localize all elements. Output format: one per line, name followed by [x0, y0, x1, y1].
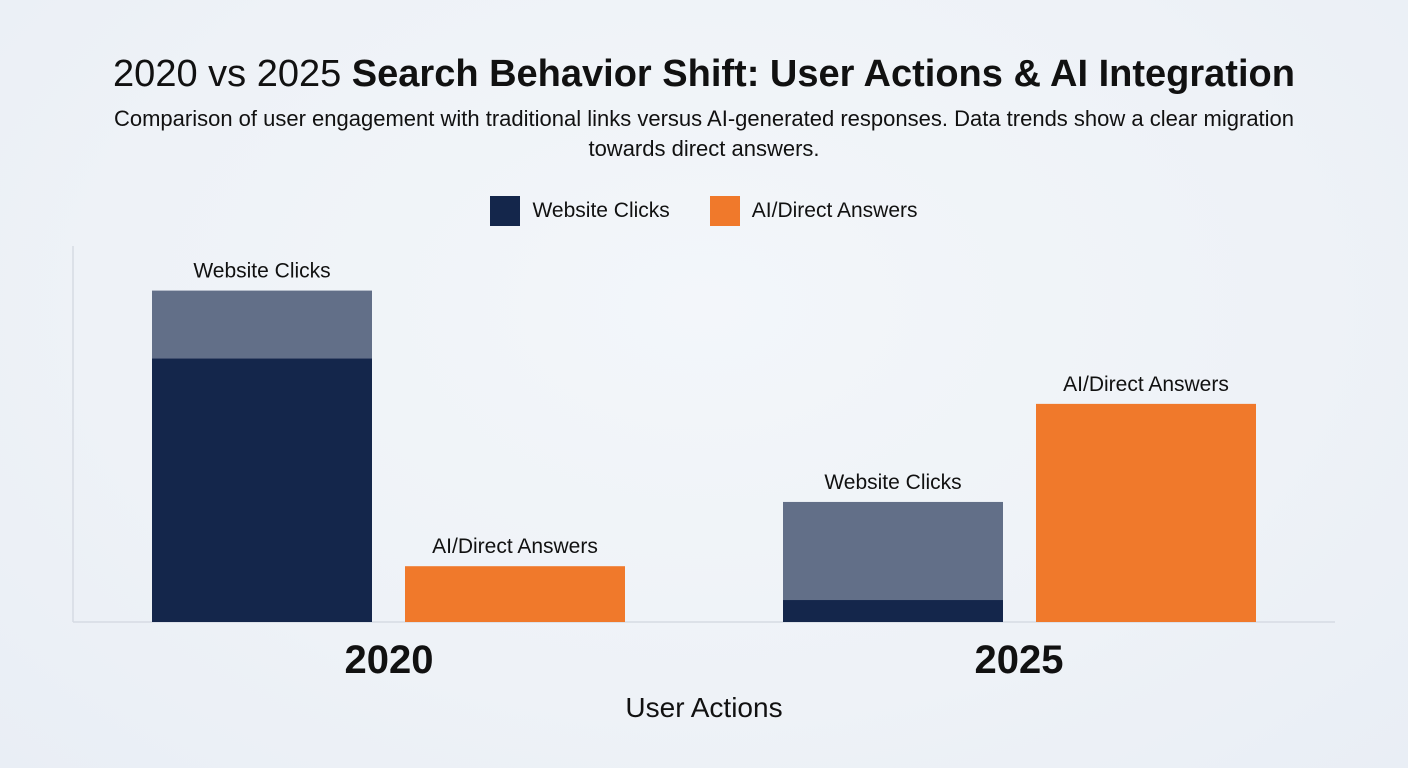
- legend-swatch-website-clicks: [490, 196, 521, 226]
- chart-title: 2020 vs 2025 Search Behavior Shift: User…: [0, 50, 1408, 98]
- chart-legend: Website Clicks AI/Direct Answers: [0, 196, 1408, 226]
- bar-label-ai-direct-answers-2020: AI/Direct Answers: [432, 535, 598, 558]
- chart-title-years: 2020 vs 2025: [113, 53, 342, 95]
- bar-extension-website-clicks-2025: [783, 501, 1003, 601]
- chart-bar-labels: Website Clicks AI/Direct Answers Website C…: [193, 260, 1229, 559]
- bar-website-clicks-2025: [783, 600, 1003, 622]
- legend-label-ai-direct-answers: AI/Direct Answers: [751, 199, 918, 222]
- chart-category-labels: 2020 2025: [345, 638, 1064, 682]
- chart-bars: [152, 290, 1256, 622]
- bar-website-clicks-2020: [152, 358, 372, 622]
- category-label-2020: 2020: [345, 638, 434, 682]
- bar-label-ai-direct-answers-2025: AI/Direct Answers: [1063, 373, 1229, 396]
- legend-item-website-clicks: Website Clicks: [490, 196, 670, 226]
- bar-ai-direct-answers-2025: [1036, 403, 1256, 622]
- bar-ai-direct-answers-2020: [405, 566, 625, 622]
- legend-item-ai-direct-answers: AI/Direct Answers: [709, 196, 918, 226]
- legend-swatch-ai-direct-answers: [709, 196, 740, 226]
- chart-subtitle: Comparison of user engagement with tradi…: [113, 106, 1295, 161]
- bar-label-website-clicks-2020: Website Clicks: [193, 260, 330, 283]
- x-axis-title: User Actions: [625, 692, 783, 723]
- category-label-2025: 2025: [975, 638, 1064, 682]
- chart-title-main: Search Behavior Shift: User Actions & AI…: [351, 53, 1295, 95]
- legend-label-website-clicks: Website Clicks: [532, 199, 670, 222]
- bar-extension-website-clicks-2020: [152, 290, 372, 359]
- bar-label-website-clicks-2025: Website Clicks: [824, 471, 961, 494]
